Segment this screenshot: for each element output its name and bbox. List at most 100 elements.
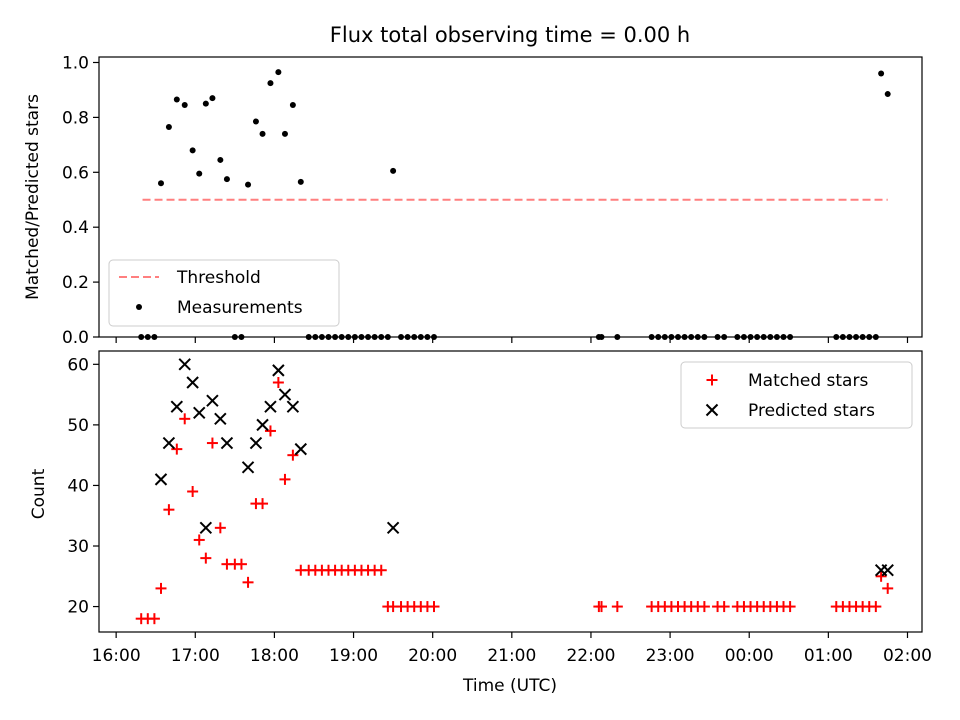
matched-star-point xyxy=(279,473,291,485)
matched-star-point xyxy=(193,534,205,546)
predicted-star-point-b xyxy=(162,436,176,450)
measurement-point xyxy=(878,70,885,77)
legend-measurements-swatch xyxy=(136,304,142,310)
count-plot-frame xyxy=(98,350,923,633)
ratio-y-tick-label: 0.6 xyxy=(62,163,89,183)
count-x-tick-label: 22:00 xyxy=(566,646,615,666)
count-panel: 20 30 40 50 60 16:00 17:00 18:00 19:00 20:00 21:0… xyxy=(29,350,932,696)
predicted-star-point xyxy=(272,364,285,377)
measurement-point xyxy=(181,102,188,109)
count-x-tick-label: 21:00 xyxy=(487,646,536,666)
legend-threshold-label: Threshold xyxy=(176,268,261,288)
legend-predicted-swatch xyxy=(705,403,719,417)
predicted-star-point xyxy=(206,394,219,407)
count-y-ticks: 20 30 40 50 60 xyxy=(67,355,99,618)
predicted-star-point-b xyxy=(206,394,219,407)
ratio-x-ticks xyxy=(115,337,909,343)
matched-star-point xyxy=(287,449,299,461)
matched-star-point xyxy=(428,601,440,613)
predicted-star-point xyxy=(162,436,176,450)
count-x-tick-label: 00:00 xyxy=(725,646,774,666)
measurement-point xyxy=(390,167,397,174)
measurement-point xyxy=(165,124,172,130)
predicted-star-point-b xyxy=(214,412,227,426)
matched-star-point xyxy=(148,613,160,625)
matched-star-point xyxy=(187,486,199,497)
count-x-tick-label: 19:00 xyxy=(329,646,378,666)
measurement-point xyxy=(245,181,252,188)
matched-star-point xyxy=(171,443,183,455)
matched-star-point xyxy=(375,564,387,576)
ratio-legend: Threshold Measurements xyxy=(108,259,340,327)
predicted-star-point-b xyxy=(264,400,277,413)
measurement-point xyxy=(173,96,180,103)
count-x-tick-label: 17:00 xyxy=(171,646,220,666)
predicted-star-point xyxy=(264,400,277,413)
measurement-point xyxy=(189,147,196,154)
matched-star-point xyxy=(257,498,269,510)
predicted-star-point xyxy=(193,406,206,419)
matched-star-point xyxy=(206,437,218,449)
count-x-tick-label: 16:00 xyxy=(92,646,141,666)
measurement-point xyxy=(217,156,224,163)
matched-star-point xyxy=(235,558,247,570)
legend-predicted-marker xyxy=(705,403,719,417)
legend-measurements-label: Measurements xyxy=(177,298,303,318)
count-x-tick-label: 02:00 xyxy=(883,646,932,666)
predicted-star-point xyxy=(178,358,191,371)
measurement-point xyxy=(252,118,259,125)
ratio-y-ticks: 0.0 0.2 0.4 0.6 0.8 1.0 xyxy=(62,53,99,348)
measurement-point xyxy=(157,180,164,187)
predicted-star-point xyxy=(241,461,255,474)
predicted-star-point xyxy=(220,436,234,450)
ratio-y-tick-label: 0.4 xyxy=(62,218,89,238)
measurement-point xyxy=(884,91,891,98)
count-x-tick-label: 23:00 xyxy=(646,646,695,666)
matched-star-point xyxy=(179,413,191,425)
count-x-ticks: 16:00 17:00 18:00 19:00 20:00 21:00 22:00 23:00… xyxy=(92,632,932,666)
predicted-star-point xyxy=(170,400,184,413)
predicted-star-point-b xyxy=(199,521,213,535)
matched-star-point xyxy=(214,522,226,534)
predicted-star-point-b xyxy=(186,376,199,389)
ratio-y-tick-label: 0.0 xyxy=(62,328,89,348)
matched-stars-points xyxy=(135,376,894,625)
count-y-tick-label: 60 xyxy=(67,355,89,375)
predicted-star-point xyxy=(881,564,894,577)
predicted-star-point xyxy=(294,442,308,456)
predicted-star-point-b xyxy=(193,406,206,419)
count-x-tick-label: 01:00 xyxy=(804,646,853,666)
predicted-star-point xyxy=(249,436,263,450)
measurement-point xyxy=(223,176,230,183)
predicted-star-point-b xyxy=(249,436,263,450)
ratio-plot-frame xyxy=(98,56,923,338)
measurement-point xyxy=(259,130,266,137)
predicted-star-point xyxy=(214,412,227,426)
legend-matched-swatch xyxy=(706,374,718,386)
ratio-y-axis-label: Matched/Predicted stars xyxy=(23,94,43,300)
matched-star-point xyxy=(611,601,623,613)
predicted-star-point-b xyxy=(881,564,894,577)
predicted-star-point-b xyxy=(154,473,168,486)
ratio-y-tick-label: 1.0 xyxy=(62,53,89,73)
matched-star-point xyxy=(596,601,608,613)
measurement-point xyxy=(281,130,288,137)
measurement-point xyxy=(275,69,282,76)
measurement-points xyxy=(138,69,891,340)
ratio-panel: 0.0 0.2 0.4 0.6 0.8 1.0 Matched/Predicted sta… xyxy=(23,53,923,348)
matched-star-point xyxy=(200,552,212,564)
predicted-star-point-b xyxy=(286,400,300,413)
ratio-y-tick-label: 0.8 xyxy=(62,108,89,128)
count-y-tick-label: 40 xyxy=(67,476,89,496)
predicted-star-point-b xyxy=(170,400,184,413)
predicted-star-point-b xyxy=(294,442,308,456)
count-y-axis-label: Count xyxy=(29,468,49,519)
ratio-legend-box xyxy=(108,259,340,327)
measurement-point xyxy=(202,100,209,107)
x-axis-label: Time (UTC) xyxy=(462,676,557,696)
predicted-star-point-b xyxy=(278,388,292,401)
count-x-tick-label: 18:00 xyxy=(250,646,299,666)
matched-star-point xyxy=(155,582,167,594)
